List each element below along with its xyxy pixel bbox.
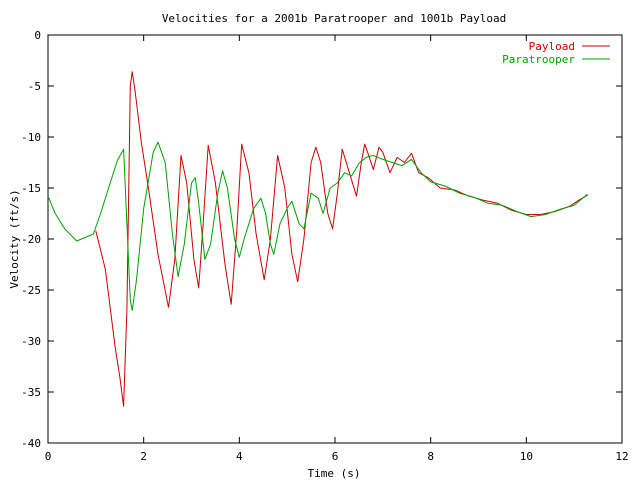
y-tick-label: -10 — [21, 131, 41, 144]
legend-label-paratrooper: Paratrooper — [502, 53, 575, 66]
y-tick-label: -20 — [21, 233, 41, 246]
legend-label-payload: Payload — [529, 40, 575, 53]
y-axis-label: Velocity (ft/s) — [8, 189, 21, 288]
x-tick-label: 6 — [332, 450, 339, 463]
y-tick-label: -30 — [21, 335, 41, 348]
series-line-paratrooper — [47, 141, 588, 311]
x-tick-label: 2 — [140, 450, 147, 463]
plot-frame — [47, 34, 623, 444]
x-axis-ticks: 0 2 4 6 8 10 12 — [45, 35, 629, 463]
y-tick-label: -35 — [21, 386, 41, 399]
x-axis-label: Time (s) — [308, 467, 361, 480]
x-tick-label: 4 — [236, 450, 243, 463]
x-tick-label: 0 — [45, 450, 52, 463]
y-tick-label: -5 — [28, 80, 41, 93]
y-tick-label: 0 — [34, 29, 41, 42]
x-tick-label: 12 — [615, 450, 628, 463]
series-layer — [47, 71, 588, 407]
x-tick-label: 10 — [520, 450, 533, 463]
chart-title: Velocities for a 2001b Paratrooper and 1… — [162, 12, 506, 25]
y-tick-label: -25 — [21, 284, 41, 297]
y-tick-label: -40 — [21, 437, 41, 450]
x-tick-label: 8 — [427, 450, 434, 463]
y-tick-label: -15 — [21, 182, 41, 195]
y-axis-ticks: 0 -5 -10 -15 -20 -25 -30 -35 -40 — [21, 29, 622, 450]
series-line-payload — [95, 71, 588, 407]
legend: Payload Paratrooper — [502, 40, 610, 66]
